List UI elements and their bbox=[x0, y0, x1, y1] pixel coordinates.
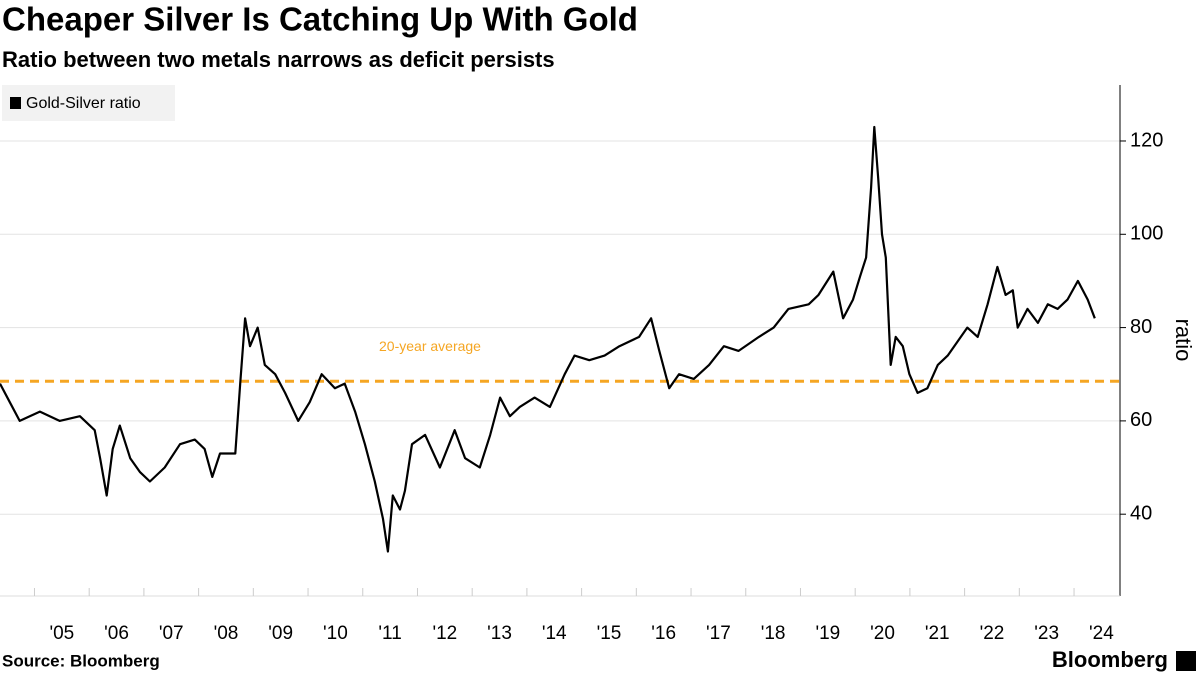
y-tick-label: 40 bbox=[1130, 502, 1152, 524]
brand: Bloomberg bbox=[1052, 647, 1168, 672]
chart-subtitle: Ratio between two metals narrows as defi… bbox=[2, 47, 555, 72]
x-tick-label: '10 bbox=[323, 623, 348, 644]
x-tick-label: '21 bbox=[925, 623, 950, 644]
x-tick-label: '16 bbox=[651, 623, 676, 644]
legend-swatch bbox=[10, 97, 21, 109]
y-tick-label: 100 bbox=[1130, 223, 1163, 245]
source: Source: Bloomberg bbox=[2, 651, 160, 670]
legend-box bbox=[2, 85, 175, 121]
reference-label: 20-year average bbox=[379, 338, 481, 354]
x-tick-label: '08 bbox=[214, 623, 239, 644]
x-tick-label: '17 bbox=[706, 623, 731, 644]
x-tick-label: '23 bbox=[1034, 623, 1059, 644]
x-tick-label: '14 bbox=[542, 623, 567, 644]
x-tick-label: '22 bbox=[980, 623, 1005, 644]
legend-label: Gold-Silver ratio bbox=[26, 95, 141, 112]
x-tick-label: '18 bbox=[761, 623, 786, 644]
x-tick-label: '06 bbox=[104, 623, 129, 644]
chart-title: Cheaper Silver Is Catching Up With Gold bbox=[2, 1, 638, 38]
x-tick-label: '07 bbox=[159, 623, 184, 644]
data-line bbox=[0, 125, 1096, 553]
y-tick-label: 80 bbox=[1130, 316, 1152, 338]
x-tick-label: '09 bbox=[268, 623, 293, 644]
x-tick-label: '20 bbox=[870, 623, 895, 644]
x-tick-label: '05 bbox=[49, 623, 74, 644]
x-tick-label: '13 bbox=[487, 623, 512, 644]
y-axis-label: ratio bbox=[1171, 319, 1196, 362]
x-tick-label: '12 bbox=[432, 623, 457, 644]
x-tick-label: '15 bbox=[597, 623, 622, 644]
y-tick-label: 60 bbox=[1130, 409, 1152, 431]
x-tick-label: '11 bbox=[378, 623, 401, 644]
y-tick-label: 120 bbox=[1130, 129, 1163, 151]
brand-icon bbox=[1176, 651, 1196, 671]
x-tick-label: '19 bbox=[815, 623, 840, 644]
x-tick-label: '24 bbox=[1089, 623, 1114, 644]
